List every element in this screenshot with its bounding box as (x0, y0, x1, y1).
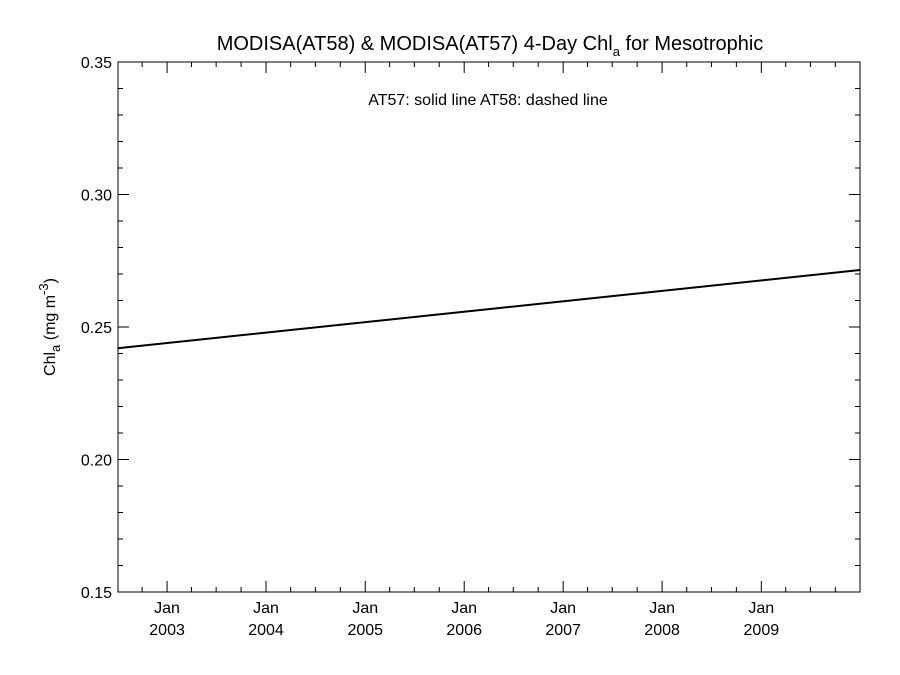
y-tick-label: 0.20 (81, 453, 112, 470)
y-axis-label: Chla (mg m-3) (36, 278, 63, 376)
x-tick-month: Jan (154, 600, 180, 617)
x-tick-month: Jan (748, 600, 774, 617)
series-legend-note: AT57: solid line AT58: dashed line (368, 92, 608, 109)
x-tick-month: Jan (352, 600, 378, 617)
x-tick-month: Jan (253, 600, 279, 617)
x-tick-month: Jan (649, 600, 675, 617)
series-line-solid (117, 269, 861, 350)
y-axis-ticks: 0.15 0.20 0.25 0.30 0.35 (81, 55, 860, 602)
y-tick-label: 0.35 (81, 55, 112, 72)
chart-title: MODISA(AT58) & MODISA(AT57) 4-Day Chla f… (217, 33, 764, 59)
y-tick-label: 0.15 (81, 585, 112, 602)
x-tick-month: Jan (550, 600, 576, 617)
x-tick-year: 2006 (446, 622, 482, 639)
x-tick-year: 2003 (149, 622, 185, 639)
x-tick-year: 2007 (545, 622, 581, 639)
x-tick-year: 2008 (644, 622, 680, 639)
plot-frame (117, 61, 861, 593)
y-tick-label: 0.25 (81, 320, 112, 337)
x-tick-month: Jan (451, 600, 477, 617)
y-tick-label: 0.30 (81, 188, 112, 205)
x-tick-year: 2005 (347, 622, 383, 639)
y-minor-ticks (118, 61, 860, 593)
x-tick-year: 2004 (248, 622, 284, 639)
x-minor-ticks (141, 62, 836, 592)
x-tick-year: 2009 (744, 622, 780, 639)
series-group (117, 269, 861, 350)
x-axis-ticks: Jan 2003 Jan 2004 Jan 2005 Jan 2006 Jan 2007 Jan 20… (149, 62, 779, 639)
